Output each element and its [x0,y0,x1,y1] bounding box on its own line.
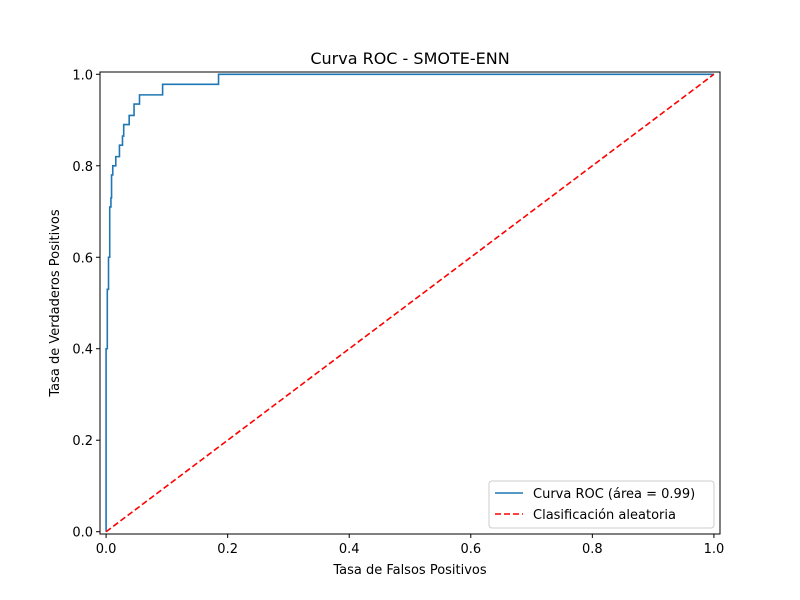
y-tick-label: 0.8 [72,160,93,175]
y-tick-label: 0.4 [72,343,93,358]
legend-label: Clasificación aleatoria [533,508,676,523]
legend-box [488,480,715,529]
plot-layer [105,73,715,533]
x-tick-label: 0.4 [339,542,360,557]
x-tick-label: 0.2 [217,542,238,557]
chart-title: Curva ROC - SMOTE-ENN [310,49,509,68]
x-tick-label: 0.6 [460,542,481,557]
y-axis-label: Tasa de Verdaderos Positivos [48,209,63,397]
roc-curve-line [105,73,714,532]
x-tick-label: 0.0 [96,542,117,557]
random-classifier-line [105,73,715,533]
y-tick-label: 1.0 [72,68,93,83]
plot-frame [99,71,721,535]
y-tick-label: 0.0 [72,526,93,541]
x-tick-label: 1.0 [704,542,725,557]
x-tick-label: 0.8 [582,542,603,557]
legend: Curva ROC (área = 0.99) Clasificación ale… [488,480,715,529]
y-tick-label: 0.6 [72,251,93,266]
legend-label: Curva ROC (área = 0.99) [533,487,695,502]
y-tick-label: 0.2 [72,434,93,449]
x-axis-label: Tasa de Falsos Positivos [332,563,487,578]
ticks-layer: 0.0 0.2 0.4 0.6 0.8 1.0 0.0 0.2 0.4 0.6 0.8 1.0 [72,68,724,557]
